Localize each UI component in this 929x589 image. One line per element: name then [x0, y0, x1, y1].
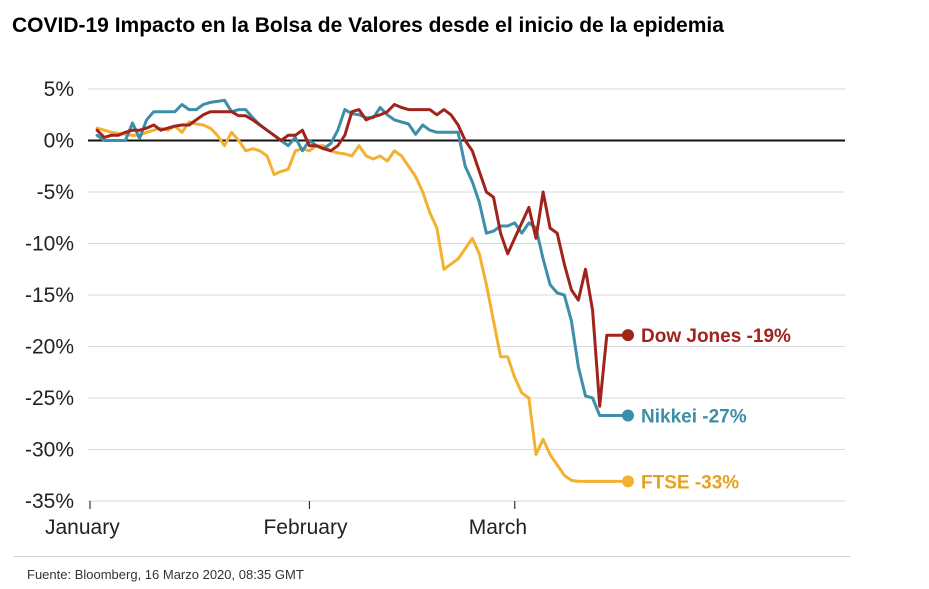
ftse-line: [95, 120, 630, 483]
x-tick-label: March: [469, 516, 527, 539]
nikkei-end-marker: [622, 409, 634, 422]
nikkei-line: [95, 98, 630, 417]
y-tick-label: -10%: [25, 233, 74, 256]
y-tick-label: -15%: [25, 284, 74, 307]
source-divider: [14, 556, 850, 557]
x-axis: January February March: [45, 501, 527, 539]
x-tick-label: January: [45, 516, 120, 539]
y-tick-label: -30%: [25, 439, 74, 462]
y-tick-label: -35%: [25, 490, 74, 513]
y-axis-ticks: 5% 0% -5% -10% -15% -20% -25% -30% -35%: [25, 78, 74, 513]
y-tick-label: -20%: [25, 336, 74, 359]
y-tick-label: -5%: [37, 181, 74, 204]
y-tick-label: 5%: [44, 78, 74, 101]
ftse-label: FTSE -33%: [641, 472, 739, 493]
chart-title: COVID-19 Impacto en la Bolsa de Valores …: [12, 14, 724, 37]
series-lines: [95, 98, 630, 483]
series-labels: FTSE -33% Nikkei -27% Dow Jones -19%: [641, 326, 791, 493]
ftse-end-marker: [622, 475, 634, 488]
series-end-markers: [622, 329, 634, 488]
source-note: Fuente: Bloomberg, 16 Marzo 2020, 08:35 …: [27, 567, 304, 582]
dow-line: [95, 103, 630, 408]
gridlines: [88, 88, 845, 502]
line-chart: 5% 0% -5% -10% -15% -20% -25% -30% -35% January F…: [25, 78, 845, 539]
y-tick-label: 0%: [44, 130, 74, 153]
nikkei-label: Nikkei -27%: [641, 407, 747, 428]
dow-label: Dow Jones -19%: [641, 326, 791, 347]
y-tick-label: -25%: [25, 387, 74, 410]
dow-end-marker: [622, 329, 634, 342]
x-tick-label: February: [263, 516, 348, 539]
